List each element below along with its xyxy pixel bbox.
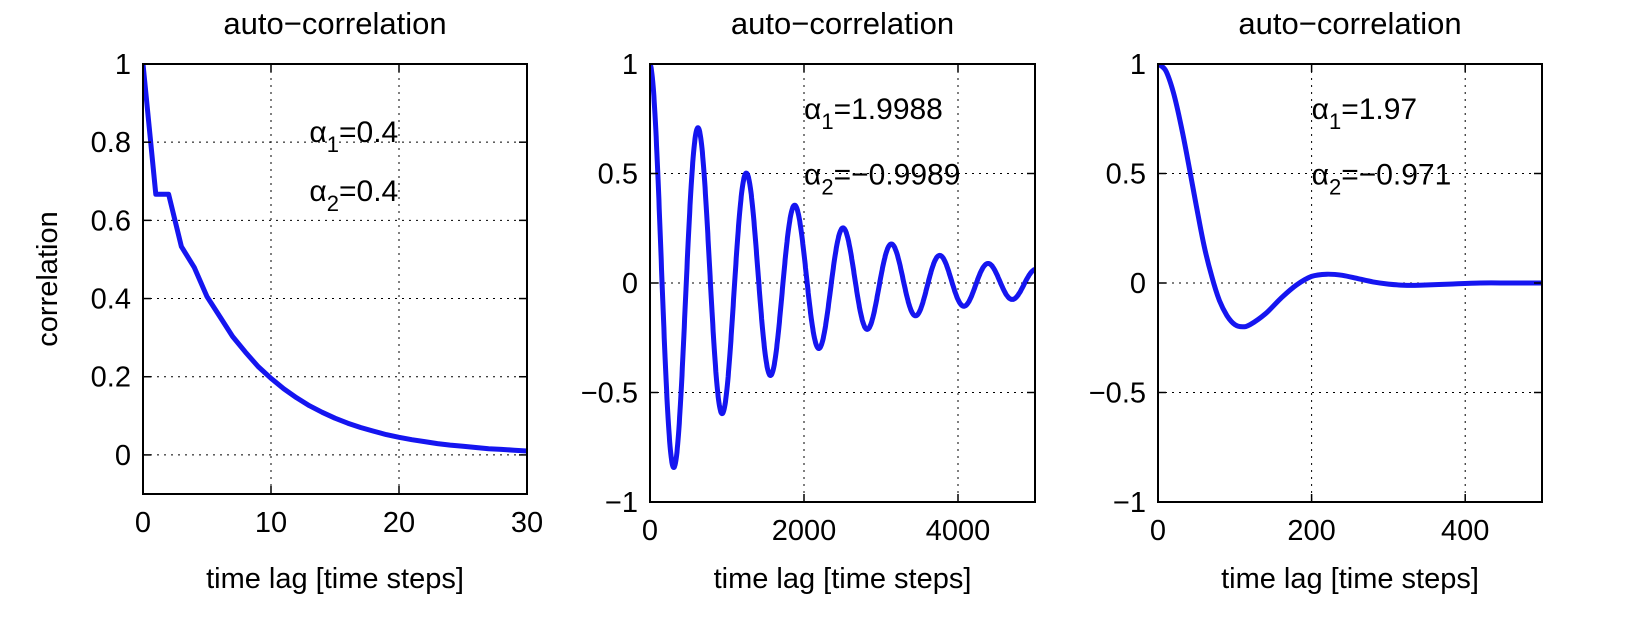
y-axis-label: correlation	[32, 211, 64, 346]
y-tick-label: 1	[115, 49, 131, 81]
y-tick-label: 0.8	[91, 127, 131, 159]
y-tick-label: −1	[1113, 487, 1146, 519]
coefficient-annotation: α1=0.4	[309, 116, 398, 157]
chart-panel-3: 0 200 400 −1 −0.5 0 0.5 1 auto−correlation time l…	[1089, 6, 1543, 595]
series-line	[1158, 64, 1542, 330]
plot-frame	[142, 63, 528, 495]
series-line	[650, 64, 1035, 470]
x-axis-label: time lag [time steps]	[206, 563, 464, 595]
y-tick-label: −1	[605, 487, 638, 519]
chart-panel-1: 0 10 20 30 0 0.2 0.4 0.6 0.8 1 auto−correlation tim…	[32, 6, 543, 595]
y-tick-label: 1	[622, 49, 638, 81]
x-tick-label: 20	[383, 507, 415, 539]
x-tick-label: 0	[642, 515, 658, 547]
chart-title: auto−correlation	[1238, 6, 1461, 41]
y-tick-label: 0.2	[91, 362, 131, 394]
y-tick-label: 0.6	[91, 205, 131, 237]
x-tick-label: 30	[511, 507, 543, 539]
y-tick-label: 0.5	[598, 159, 638, 191]
chart-title: auto−correlation	[731, 6, 954, 41]
x-tick-label: 10	[255, 507, 287, 539]
y-tick-label: 0.5	[1106, 159, 1146, 191]
x-tick-label: 400	[1441, 515, 1489, 547]
y-tick-label: 0	[115, 440, 131, 472]
series-line	[143, 64, 527, 454]
coefficient-annotation: α2=−0.9989	[804, 158, 960, 199]
chart-title: auto−correlation	[223, 6, 446, 41]
x-tick-label: 200	[1287, 515, 1335, 547]
y-tick-label: −0.5	[581, 378, 638, 410]
coefficient-annotation: α1=1.9988	[804, 93, 943, 134]
y-tick-label: 0	[1130, 268, 1146, 300]
x-tick-label: 2000	[772, 515, 837, 547]
x-axis-label: time lag [time steps]	[714, 563, 972, 595]
chart-panel-2: 0 2000 4000 −1 −0.5 0 0.5 1 auto−correlation time…	[581, 6, 1036, 595]
x-tick-label: 4000	[926, 515, 991, 547]
coefficient-annotation: α1=1.97	[1312, 93, 1418, 134]
y-tick-label: 0	[622, 268, 638, 300]
x-tick-label: 0	[135, 507, 151, 539]
y-tick-label: −0.5	[1089, 378, 1146, 410]
x-tick-label: 0	[1150, 515, 1166, 547]
coefficient-annotation: α2=0.4	[309, 175, 398, 216]
y-tick-label: 1	[1130, 49, 1146, 81]
coefficient-annotation: α2=−0.971	[1312, 158, 1452, 199]
x-axis-label: time lag [time steps]	[1221, 563, 1479, 595]
y-tick-label: 0.4	[91, 284, 131, 316]
